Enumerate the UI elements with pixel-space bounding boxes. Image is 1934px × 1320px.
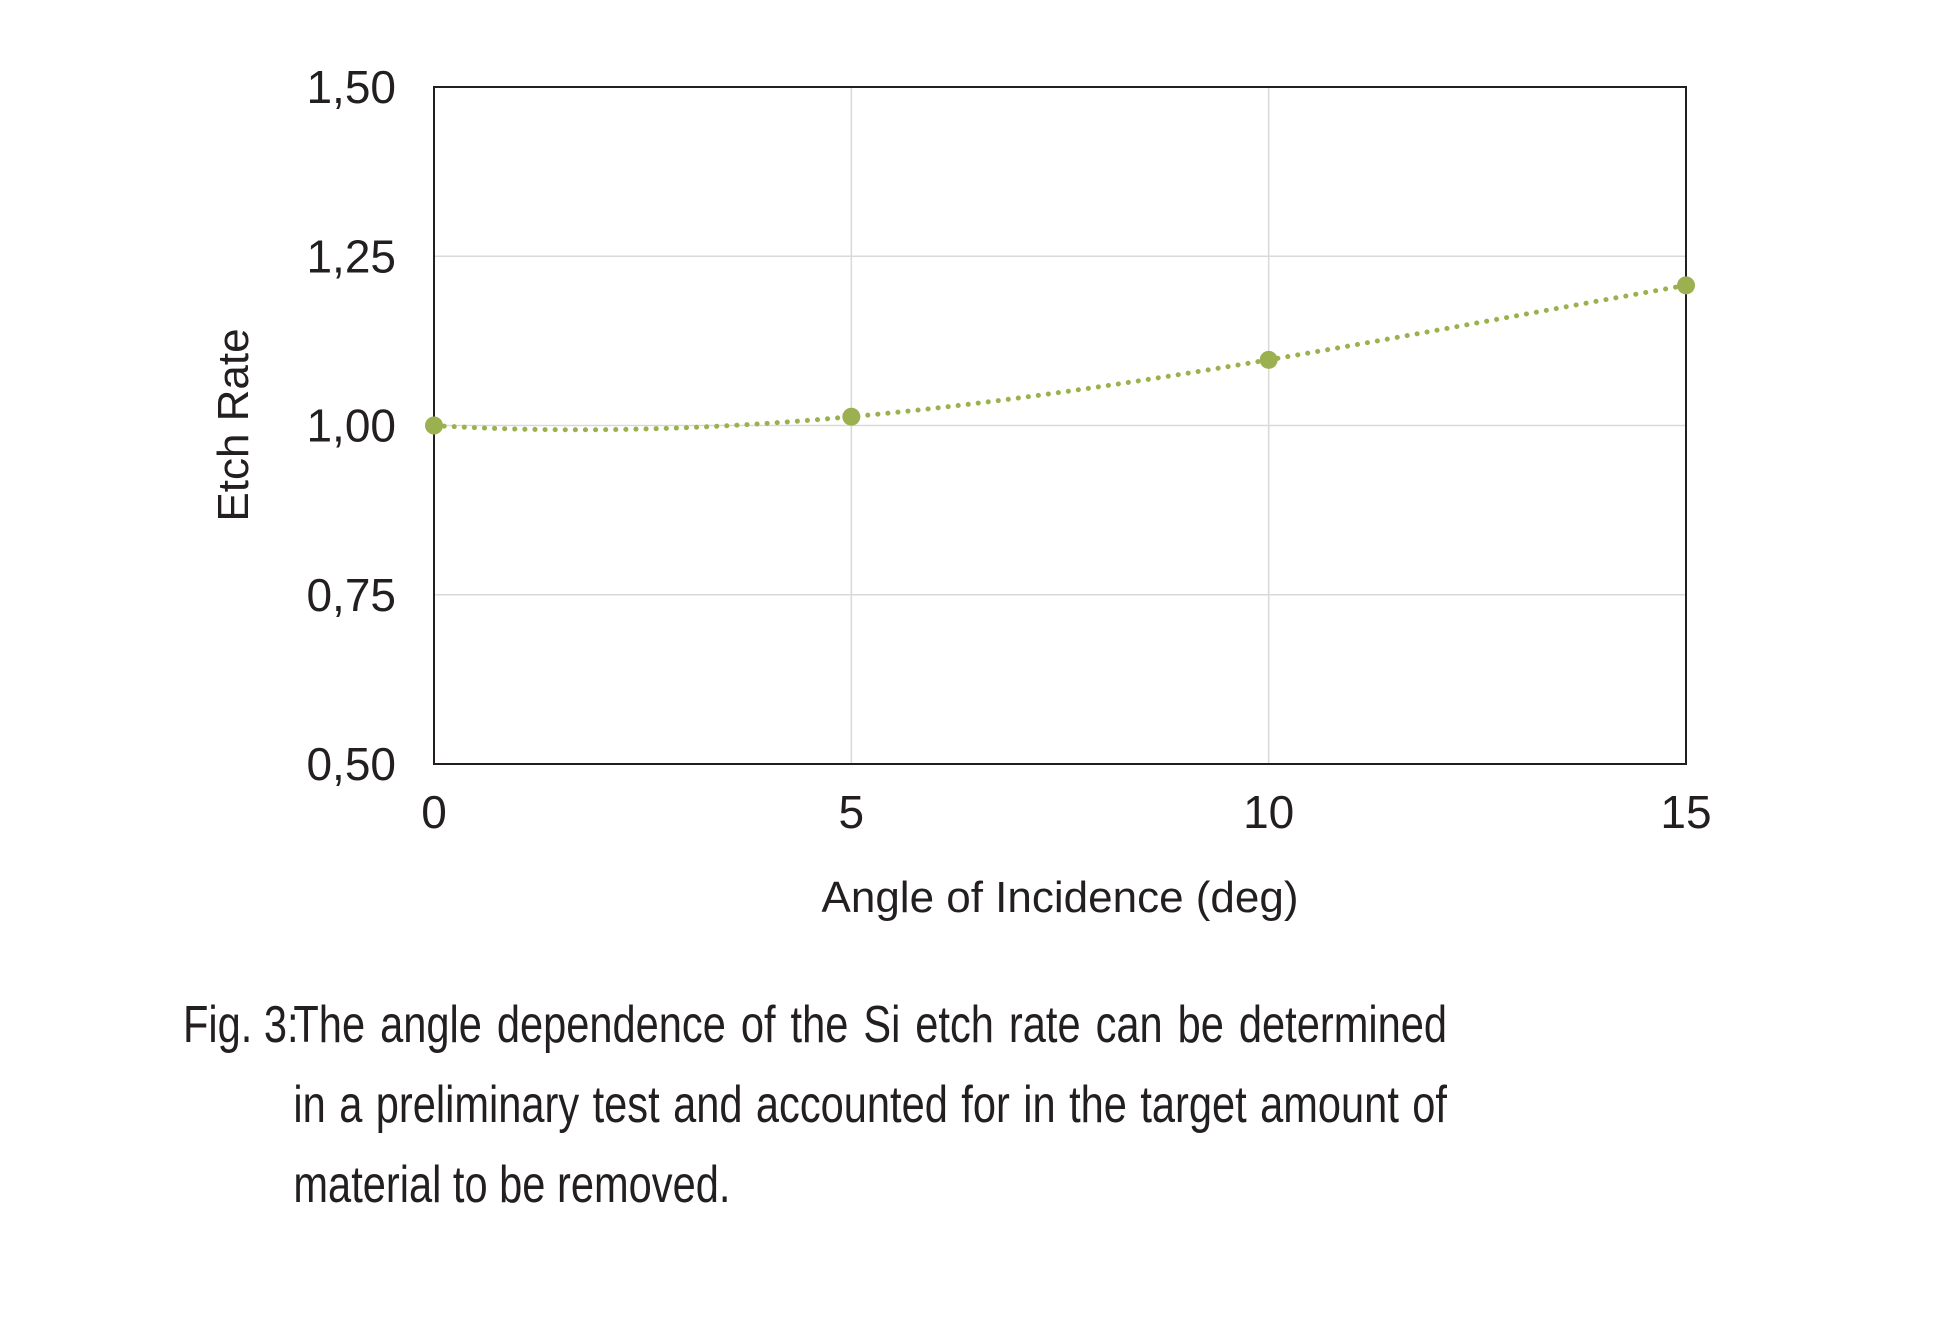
data-point [1677,276,1695,295]
y-tick-label: 1,50 [306,61,396,113]
y-tick-labels: 0,50 0,75 1,00 1,25 1,50 [306,61,396,790]
x-axis-title: Angle of Incidence (deg) [822,873,1299,922]
y-tick-label: 0,50 [306,738,396,790]
data-point [1259,350,1278,369]
x-tick-label: 10 [1243,786,1294,838]
x-tick-label: 0 [421,786,447,838]
figure-caption-label: Fig. 3: [183,996,299,1054]
data-point [425,416,443,435]
y-tick-label: 0,75 [306,569,396,621]
y-tick-label: 1,25 [306,230,396,282]
data-points [425,276,1695,435]
x-tick-label: 5 [839,786,865,838]
gridlines [434,87,1686,764]
x-tick-label: 15 [1660,786,1711,838]
x-tick-labels: 0 5 10 15 [421,786,1711,838]
y-axis-title: Etch Rate [209,328,258,521]
y-tick-label: 1,00 [306,400,396,452]
figure-caption-text: The angle dependence of the Si etch rate… [293,996,1447,1214]
data-point [842,407,861,426]
trendline [431,282,1689,433]
line-chart: 0,50 0,75 1,00 1,25 1,50 0 5 10 15 Angle of Inc… [209,61,1712,922]
figure-caption: Fig. 3: The angle dependence of the Si e… [183,985,1447,1225]
